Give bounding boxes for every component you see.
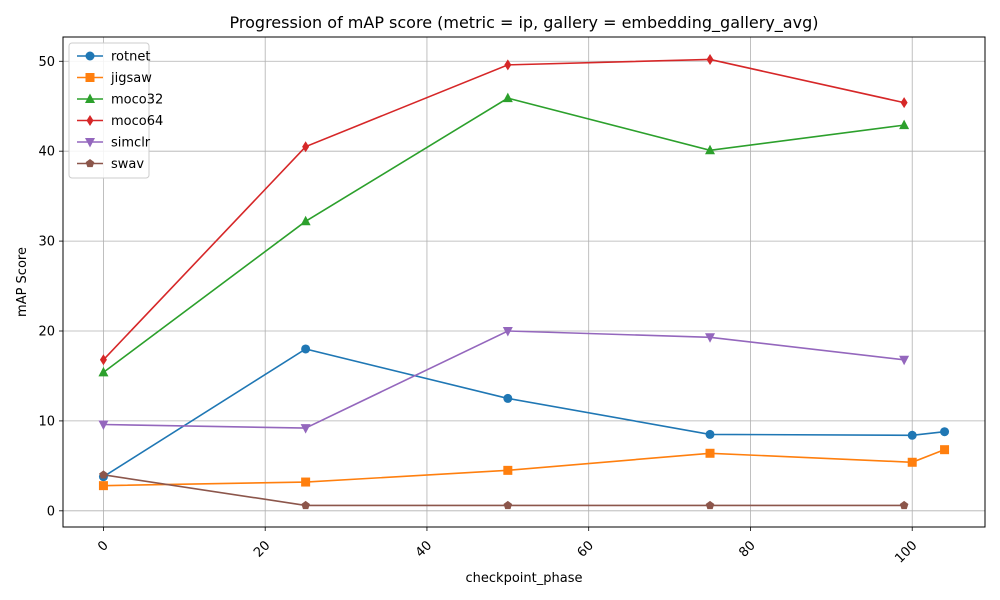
- legend-marker: [85, 93, 95, 103]
- data-point-rotnet: [907, 430, 917, 440]
- legend-item-moco32: moco32: [77, 93, 163, 108]
- data-point-swav: [899, 500, 909, 510]
- chart-title: Progression of mAP score (metric = ip, g…: [230, 13, 819, 33]
- series-line-moco64: [102, 58, 905, 361]
- y-tick-label: 10: [38, 414, 55, 429]
- legend-marker: [85, 73, 95, 82]
- series-swav: [99, 470, 909, 510]
- series-line-simclr: [103, 330, 905, 429]
- series-moco32: [98, 92, 910, 377]
- y-tick-label: 30: [38, 235, 55, 250]
- data-point-moco32: [705, 144, 716, 155]
- data-point-moco64: [900, 97, 908, 109]
- data-point-jigsaw: [98, 481, 108, 491]
- series-jigsaw: [98, 445, 950, 491]
- legend-marker: [85, 138, 95, 148]
- data-point-rotnet: [705, 429, 715, 439]
- data-point-jigsaw: [940, 445, 950, 455]
- y-tick-label: 20: [38, 325, 55, 340]
- data-point-jigsaw: [301, 477, 311, 487]
- data-point-swav: [503, 500, 513, 510]
- axis-ticks: 0 20 40 60 80 100 0 10 20 30 40 50: [38, 55, 920, 567]
- legend-item-simclr: simclr: [77, 136, 151, 151]
- series-moco64: [99, 53, 908, 366]
- data-point-moco32: [502, 92, 513, 103]
- legend-item-moco64: moco64: [77, 114, 163, 129]
- series-rotnet: [98, 344, 950, 482]
- legend-item-jigsaw: jigsaw: [77, 71, 152, 86]
- data-point-simclr: [300, 424, 311, 434]
- legend-item-swav: swav: [77, 157, 144, 172]
- data-point-moco64: [706, 53, 714, 65]
- x-axis-label: checkpoint_phase: [466, 571, 583, 586]
- data-point-moco64: [302, 141, 310, 153]
- data-point-swav: [705, 500, 715, 510]
- data-point-simclr: [899, 355, 910, 366]
- data-point-simclr: [502, 327, 513, 337]
- x-tick-label: 60: [575, 538, 597, 560]
- legend-marker: [85, 51, 95, 61]
- data-point-rotnet: [301, 344, 311, 354]
- legend-label: jigsaw: [110, 71, 152, 86]
- data-point-jigsaw: [907, 457, 917, 467]
- series-line-swav: [103, 474, 905, 507]
- grid-lines: [63, 37, 985, 527]
- legend-item-rotnet: rotnet: [77, 50, 150, 65]
- x-tick-label: 80: [736, 538, 758, 560]
- y-tick-label: 50: [38, 55, 55, 70]
- x-tick-label: 20: [251, 538, 273, 560]
- data-point-simclr: [98, 420, 109, 431]
- data-point-moco64: [99, 354, 107, 366]
- legend-marker: [86, 115, 94, 126]
- series-layer: [98, 53, 950, 510]
- x-tick-label: 40: [413, 538, 435, 560]
- plot-frame: [62, 36, 986, 528]
- series-line-rotnet: [103, 348, 945, 478]
- data-point-jigsaw: [503, 465, 513, 475]
- legend-label: simclr: [111, 136, 151, 151]
- y-tick-label: 0: [47, 504, 55, 519]
- series-line-jigsaw: [103, 448, 945, 487]
- data-point-moco64: [504, 59, 512, 71]
- series-simclr: [98, 327, 910, 434]
- data-point-rotnet: [503, 393, 513, 403]
- y-tick-label: 40: [38, 145, 55, 160]
- y-axis-label: mAP Score: [15, 247, 30, 317]
- legend-marker: [85, 159, 95, 168]
- legend-label: moco64: [111, 114, 163, 129]
- legend: rotnet jigsaw moco32 moco64 simclr swav: [68, 42, 163, 179]
- x-tick-label: 0: [95, 538, 111, 554]
- data-point-simclr: [705, 333, 716, 343]
- data-point-swav: [301, 500, 310, 510]
- data-point-rotnet: [940, 427, 950, 437]
- legend-label: swav: [111, 157, 144, 172]
- data-point-moco32: [899, 119, 910, 130]
- data-point-moco32: [300, 215, 311, 226]
- data-point-jigsaw: [705, 448, 715, 458]
- legend-label: moco32: [111, 93, 163, 108]
- legend-label: rotnet: [111, 50, 150, 65]
- x-tick-label: 100: [892, 538, 920, 566]
- data-point-moco32: [98, 366, 109, 377]
- data-point-swav: [99, 470, 108, 479]
